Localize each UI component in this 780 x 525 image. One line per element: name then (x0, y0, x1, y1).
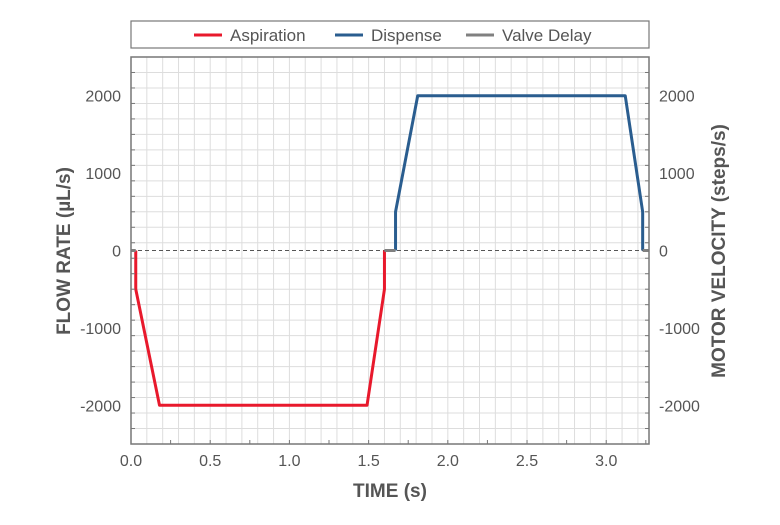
y2-tick-label: 1000 (659, 166, 695, 183)
y-tick-label: 1000 (85, 166, 121, 183)
legend-label-valve-delay: Valve Delay (502, 26, 592, 45)
x-tick-label: 3.0 (595, 453, 617, 470)
legend: Aspiration Dispense Valve Delay (130, 20, 650, 49)
y2-tick-label: 0 (659, 244, 668, 261)
y2-axis-label: MOTOR VELOCITY (steps/s) (709, 124, 730, 378)
x-tick-label: 2.0 (437, 453, 459, 470)
y-axis-label: FLOW RATE (µL/s) (54, 167, 75, 335)
plot-frame (130, 56, 650, 445)
x-tick-label: 1.0 (278, 453, 300, 470)
x-tick-label: 2.5 (516, 453, 538, 470)
x-tick-label: 0.5 (199, 453, 221, 470)
series-dispense-line (394, 94, 645, 251)
y2-tick-label: 2000 (659, 89, 695, 106)
x-axis-label: TIME (s) (353, 481, 427, 502)
legend-label-dispense: Dispense (371, 26, 442, 45)
y-tick-label: -1000 (80, 321, 121, 338)
y-tick-label: 0 (112, 244, 121, 261)
x-tick-label: 1.5 (357, 453, 379, 470)
series-group (131, 94, 649, 407)
y2-tick-label: -1000 (659, 321, 700, 338)
y-tick-label: -2000 (80, 398, 121, 415)
series-aspiration-line (134, 250, 386, 407)
ticks: 0.0 0.5 1.0 1.5 2.0 2.5 3.0 -2000 -2000 -1000 -100… (80, 71, 700, 470)
y2-tick-label: -2000 (659, 398, 700, 415)
x-tick-label: 0.0 (120, 453, 142, 470)
legend-label-aspiration: Aspiration (230, 26, 306, 45)
y-tick-label: 2000 (85, 89, 121, 106)
